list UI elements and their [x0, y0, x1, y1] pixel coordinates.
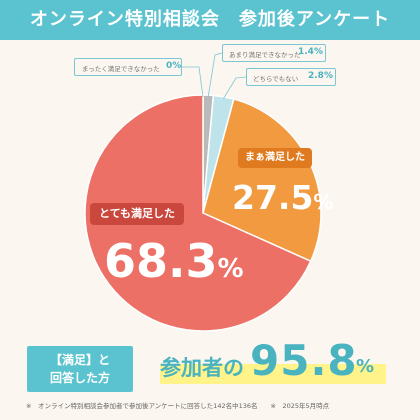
summary-highlight — [160, 364, 386, 384]
summary-prefix: 参加者の — [160, 356, 244, 380]
slice-pct-very-satisfied-unit: % — [217, 254, 244, 284]
leader-not-very — [207, 52, 223, 98]
callout-box-not-at-all — [74, 58, 182, 76]
summary-unit: % — [356, 356, 375, 377]
summary-value: 95.8 — [250, 336, 358, 385]
callout-pct-not-very: 1.4% — [298, 47, 323, 57]
summary-box: 【満足】と 回答した方 — [27, 346, 133, 392]
callout-box-neutral — [246, 68, 336, 86]
title-bar — [0, 0, 420, 40]
page-title: オンライン特別相談会 参加後アンケート — [29, 9, 391, 30]
slice-tag-very-satisfied: とても満足した — [90, 203, 184, 225]
leader-not-at-all — [182, 66, 204, 98]
callout-pct-not-at-all: 0% — [166, 61, 182, 71]
summary-box-line1: 【満足】と — [49, 353, 110, 367]
slice-pct-satisfied-num: 27.5 — [232, 178, 314, 217]
slice-pct-very-satisfied: 68.3% — [104, 234, 244, 288]
callout-label-neutral: どちらでもない — [253, 75, 299, 83]
slice-pct-satisfied-unit: % — [313, 190, 334, 214]
slice-pct-satisfied: 27.5% — [232, 178, 333, 217]
summary-box-line2: 回答した方 — [49, 371, 110, 385]
slice-tag-satisfied: まぁ満足した — [238, 148, 312, 168]
callout-box-not-very — [222, 44, 326, 62]
slice-very-satisfied — [84, 94, 312, 332]
callout-label-not-at-all: まったく満足できなかった — [82, 65, 160, 73]
callout-pct-neutral: 2.8% — [308, 71, 333, 81]
slice-pct-very-satisfied-num: 68.3 — [104, 234, 218, 288]
footnote: ※ オンライン特別相談会参加者で参加後アンケートに回答した142名中136名 ※… — [26, 402, 330, 410]
leader-neutral — [222, 76, 247, 99]
callout-label-not-very: あまり満足できなかった — [229, 51, 301, 59]
